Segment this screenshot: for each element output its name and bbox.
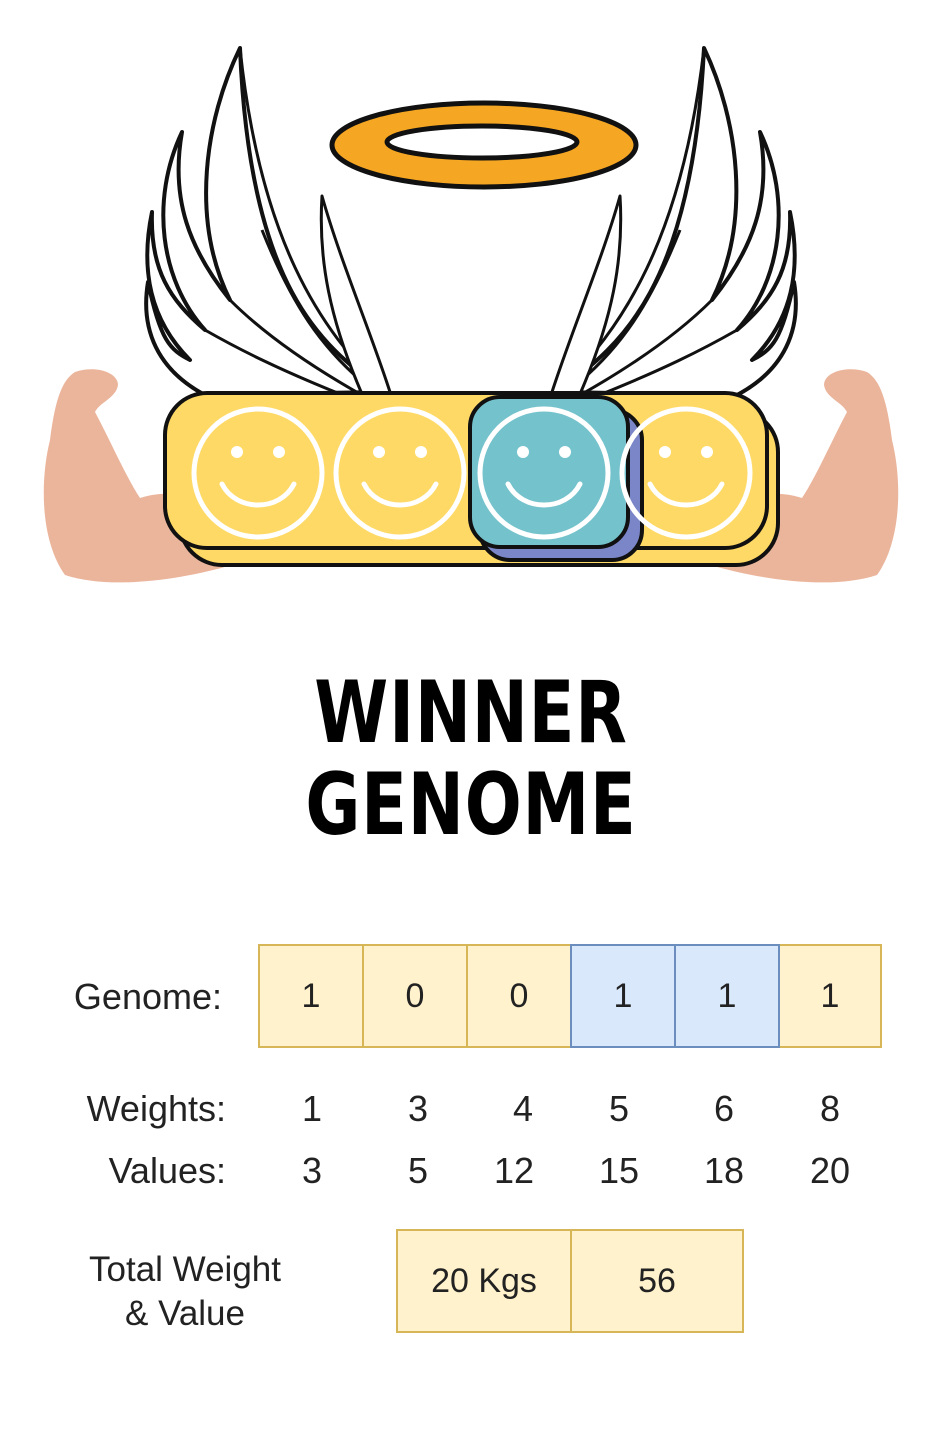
total-value-cell: 56 [570, 1229, 744, 1333]
title-line-1: WINNER [314, 663, 628, 763]
weight-value: 1 [301, 1088, 323, 1129]
genome-cell: 0 [466, 944, 572, 1048]
weight-value: 4 [512, 1088, 534, 1129]
smiley-face-icon [477, 406, 611, 540]
value-value: 5 [407, 1150, 429, 1191]
genome-label: Genome: [73, 976, 222, 1017]
halo-icon [329, 100, 639, 190]
title-line-2: GENOME [305, 755, 637, 855]
left-wing-icon [144, 46, 392, 398]
genome-cell-value: 1 [820, 976, 840, 1015]
smiley-face-icon [619, 406, 753, 540]
genome-cell-value: 0 [405, 976, 425, 1015]
total-label: Total Weight & Value [40, 1248, 330, 1336]
total-label-line-1: Total Weight [89, 1250, 281, 1289]
total-weight-value: 20 Kgs [431, 1261, 537, 1300]
value-value: 18 [703, 1150, 745, 1191]
total-weight-cell: 20 Kgs [396, 1229, 572, 1333]
smiley-face-icon [333, 406, 467, 540]
value-value: 15 [598, 1150, 640, 1191]
total-value-value: 56 [638, 1261, 676, 1300]
weight-value: 8 [819, 1088, 841, 1129]
smiley-face-icon [191, 406, 325, 540]
weights-label: Weights: [86, 1088, 226, 1129]
genome-cell-value: 1 [717, 976, 737, 1015]
genome-cell: 0 [362, 944, 468, 1048]
genome-cell-value: 1 [301, 976, 321, 1015]
genome-cell-selected: 1 [570, 944, 676, 1048]
values-label: Values: [108, 1150, 226, 1191]
genome-cell-value: 0 [509, 976, 529, 1015]
value-value: 20 [809, 1150, 851, 1191]
total-label-line-2: & Value [125, 1294, 245, 1333]
winner-illustration [43, 46, 899, 583]
weight-value: 3 [407, 1088, 429, 1129]
genome-cell: 1 [778, 944, 882, 1048]
genome-cell-selected: 1 [674, 944, 780, 1048]
value-value: 12 [493, 1150, 535, 1191]
right-wing-icon [550, 46, 798, 398]
weight-value: 6 [713, 1088, 735, 1129]
genome-cell-value: 1 [613, 976, 633, 1015]
weight-value: 5 [608, 1088, 630, 1129]
genome-bar [163, 391, 780, 567]
value-value: 3 [301, 1150, 323, 1191]
genome-cell: 1 [258, 944, 364, 1048]
